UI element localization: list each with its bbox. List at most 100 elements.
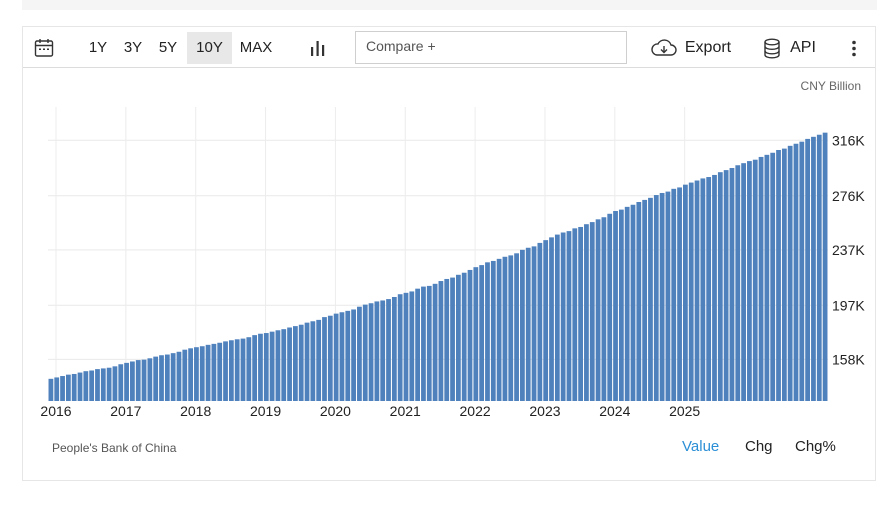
bar[interactable]	[199, 346, 205, 401]
bar[interactable]	[624, 206, 630, 401]
bar[interactable]	[776, 149, 781, 401]
vertical-dots-icon[interactable]	[851, 40, 857, 57]
bar[interactable]	[159, 355, 164, 401]
range-10y-button[interactable]: 10Y	[187, 32, 232, 64]
bar[interactable]	[281, 329, 287, 401]
bar[interactable]	[747, 161, 752, 401]
bar[interactable]	[770, 152, 776, 401]
bar[interactable]	[764, 154, 770, 401]
bar[interactable]	[409, 291, 415, 401]
bar[interactable]	[665, 191, 671, 401]
bar[interactable]	[223, 341, 228, 401]
bar[interactable]	[717, 172, 723, 401]
bar[interactable]	[648, 197, 653, 401]
bar[interactable]	[194, 347, 199, 401]
bar[interactable]	[258, 333, 263, 401]
bar[interactable]	[578, 226, 583, 401]
bar[interactable]	[554, 234, 560, 401]
bar[interactable]	[89, 370, 95, 401]
bar[interactable]	[293, 326, 298, 401]
compare-field[interactable]	[355, 31, 627, 64]
bar[interactable]	[467, 269, 473, 401]
bar[interactable]	[613, 211, 618, 401]
bar[interactable]	[537, 242, 543, 401]
bar[interactable]	[712, 174, 717, 401]
bar[interactable]	[694, 180, 700, 402]
bar[interactable]	[327, 315, 333, 401]
bar[interactable]	[397, 294, 403, 401]
database-icon[interactable]	[763, 38, 781, 59]
bar[interactable]	[444, 278, 450, 401]
bar[interactable]	[735, 165, 741, 401]
bar[interactable]	[106, 367, 112, 401]
bar[interactable]	[781, 148, 787, 401]
bar[interactable]	[345, 310, 351, 401]
bar[interactable]	[357, 306, 362, 401]
bar[interactable]	[351, 309, 356, 401]
bar[interactable]	[415, 288, 421, 401]
bar[interactable]	[339, 312, 345, 401]
calendar-icon[interactable]	[34, 38, 54, 58]
bar[interactable]	[758, 156, 764, 401]
tab-chg[interactable]: Chg	[745, 438, 773, 455]
bar[interactable]	[65, 374, 71, 401]
bar[interactable]	[549, 237, 554, 401]
bar[interactable]	[525, 247, 531, 401]
api-button[interactable]: API	[790, 39, 816, 56]
bar[interactable]	[124, 362, 129, 401]
bar[interactable]	[240, 338, 246, 401]
bar[interactable]	[688, 182, 694, 401]
bar[interactable]	[653, 195, 659, 401]
bar[interactable]	[508, 255, 514, 401]
bar[interactable]	[473, 267, 479, 401]
bar[interactable]	[252, 335, 258, 401]
bar[interactable]	[386, 299, 391, 401]
bar[interactable]	[164, 354, 170, 401]
bar[interactable]	[811, 136, 816, 401]
tab-value[interactable]: Value	[682, 438, 720, 455]
bar[interactable]	[322, 317, 327, 401]
range-3y-button[interactable]: 3Y	[123, 39, 143, 56]
bar[interactable]	[601, 217, 607, 401]
bar[interactable]	[630, 204, 636, 401]
bar[interactable]	[543, 240, 549, 401]
bar[interactable]	[95, 369, 100, 401]
bar[interactable]	[642, 199, 648, 401]
bar[interactable]	[683, 184, 688, 401]
bar[interactable]	[741, 163, 746, 401]
bar[interactable]	[490, 260, 496, 401]
bar[interactable]	[514, 253, 519, 401]
bar[interactable]	[455, 274, 461, 401]
bar[interactable]	[426, 285, 432, 401]
bar[interactable]	[71, 373, 77, 401]
bar[interactable]	[217, 342, 223, 401]
bar[interactable]	[502, 256, 508, 401]
range-max-button[interactable]: MAX	[239, 39, 273, 56]
bar[interactable]	[135, 360, 141, 401]
range-5y-button[interactable]: 5Y	[158, 39, 178, 56]
bar[interactable]	[485, 262, 490, 401]
bar[interactable]	[787, 145, 793, 401]
bar[interactable]	[671, 188, 677, 401]
bar[interactable]	[83, 371, 89, 401]
bar[interactable]	[520, 249, 525, 401]
bar[interactable]	[432, 283, 438, 401]
bar[interactable]	[362, 304, 368, 401]
bar[interactable]	[677, 187, 682, 401]
bar[interactable]	[275, 330, 281, 401]
bar[interactable]	[391, 296, 397, 401]
bar[interactable]	[531, 246, 537, 401]
bar[interactable]	[700, 178, 706, 401]
bar[interactable]	[805, 138, 811, 401]
bar[interactable]	[176, 351, 182, 401]
bar[interactable]	[205, 344, 211, 401]
bar[interactable]	[316, 319, 322, 401]
bar[interactable]	[182, 349, 188, 401]
bar[interactable]	[572, 228, 578, 401]
bar[interactable]	[374, 301, 380, 401]
bar[interactable]	[421, 286, 426, 401]
bar[interactable]	[112, 366, 118, 401]
bar[interactable]	[752, 159, 758, 401]
bar[interactable]	[560, 232, 566, 401]
bar[interactable]	[479, 265, 485, 401]
